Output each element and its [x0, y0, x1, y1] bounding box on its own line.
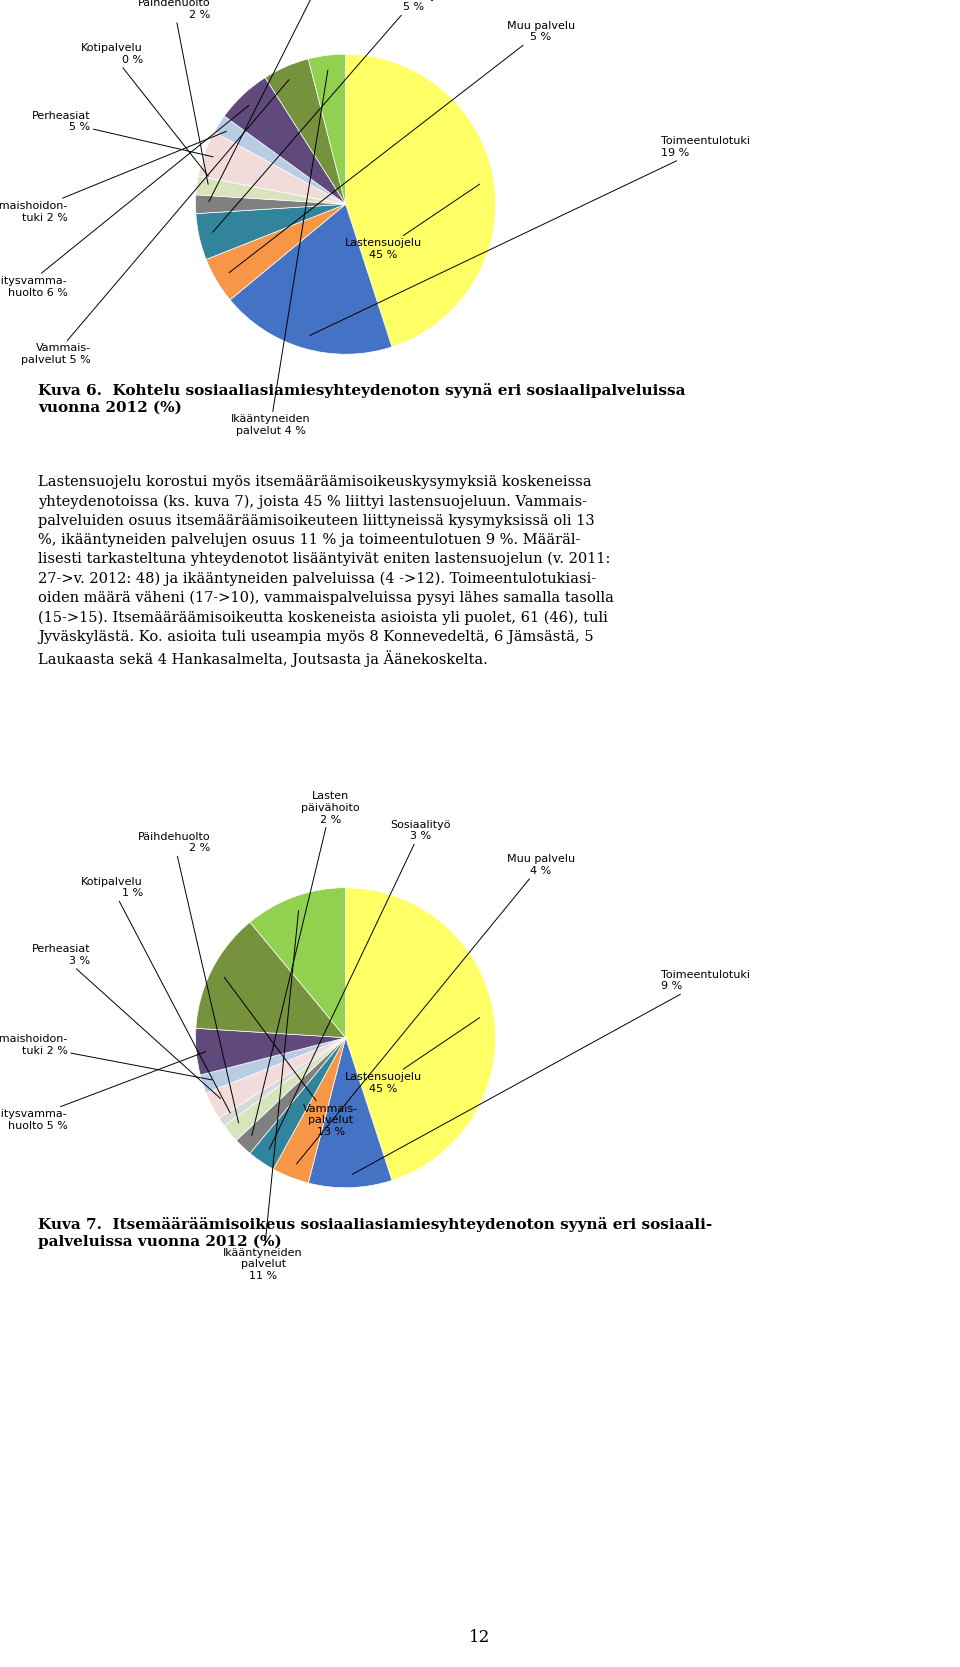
- Text: Toimeentulotuki
9 %: Toimeentulotuki 9 %: [352, 970, 750, 1174]
- Text: Kehitysvamma-
huolto 5 %: Kehitysvamma- huolto 5 %: [0, 1052, 205, 1130]
- Text: Muu palvelu
4 %: Muu palvelu 4 %: [297, 855, 575, 1164]
- Wedge shape: [308, 1037, 392, 1187]
- Wedge shape: [308, 55, 346, 205]
- Text: Omaishoidon-
tuki 2 %: Omaishoidon- tuki 2 %: [0, 132, 227, 222]
- Text: Ikääntyneiden
palvelut 4 %: Ikääntyneiden palvelut 4 %: [230, 70, 328, 435]
- Wedge shape: [198, 177, 346, 205]
- Wedge shape: [225, 1037, 346, 1140]
- Wedge shape: [196, 922, 346, 1037]
- Text: Päihdehuolto
2 %: Päihdehuolto 2 %: [138, 832, 239, 1124]
- Text: Sosiaalityö
3 %: Sosiaalityö 3 %: [269, 820, 451, 1149]
- Wedge shape: [250, 1037, 346, 1169]
- Text: Lasten
päivähoito
2 %: Lasten päivähoito 2 %: [209, 0, 352, 202]
- Text: Sosiaalityö
5 %: Sosiaalityö 5 %: [213, 0, 444, 232]
- Wedge shape: [196, 195, 346, 213]
- Text: Lasten
päivähoito
2 %: Lasten päivähoito 2 %: [252, 792, 360, 1135]
- Text: Lastensuojelu
45 %: Lastensuojelu 45 %: [345, 183, 480, 260]
- Text: Kotipalvelu
0 %: Kotipalvelu 0 %: [82, 43, 208, 177]
- Wedge shape: [206, 1037, 346, 1119]
- Text: Kehitysvamma-
huolto 6 %: Kehitysvamma- huolto 6 %: [0, 105, 249, 297]
- Wedge shape: [230, 205, 392, 353]
- Wedge shape: [196, 177, 346, 205]
- Wedge shape: [346, 887, 495, 1180]
- Wedge shape: [201, 1037, 346, 1094]
- Text: Kotipalvelu
1 %: Kotipalvelu 1 %: [82, 877, 230, 1114]
- Wedge shape: [206, 205, 346, 300]
- Text: Kuva 6.  Kohtelu sosiaaliasiamiesyhteydenoton syynä eri sosiaalipalveluissa
vuon: Kuva 6. Kohtelu sosiaaliasiamiesyhteyden…: [38, 383, 685, 415]
- Wedge shape: [196, 1029, 346, 1075]
- Wedge shape: [265, 58, 346, 205]
- Text: 12: 12: [469, 1629, 491, 1647]
- Wedge shape: [250, 887, 346, 1037]
- Wedge shape: [214, 117, 346, 205]
- Text: Ikääntyneiden
palvelut
11 %: Ikääntyneiden palvelut 11 %: [224, 910, 303, 1280]
- Wedge shape: [346, 55, 495, 347]
- Wedge shape: [274, 1037, 346, 1184]
- Text: Vammais-
palvelut
13 %: Vammais- palvelut 13 %: [225, 977, 358, 1137]
- Text: Kuva 7.  Itsemääräämisoikeus sosiaaliasiamiesyhteydenoton syynä eri sosiaali-
pa: Kuva 7. Itsemääräämisoikeus sosiaaliasia…: [38, 1217, 712, 1249]
- Text: Omaishoidon-
tuki 2 %: Omaishoidon- tuki 2 %: [0, 1035, 211, 1080]
- Text: Lastensuojelu
45 %: Lastensuojelu 45 %: [345, 1017, 480, 1094]
- Wedge shape: [219, 1037, 346, 1125]
- Text: Perheasiat
5 %: Perheasiat 5 %: [32, 112, 213, 157]
- Text: Perheasiat
3 %: Perheasiat 3 %: [32, 945, 221, 1099]
- Wedge shape: [196, 205, 346, 260]
- Text: Muu palvelu
5 %: Muu palvelu 5 %: [229, 22, 575, 273]
- Wedge shape: [236, 1037, 346, 1154]
- Text: Vammais-
palvelut 5 %: Vammais- palvelut 5 %: [21, 80, 289, 365]
- Text: Lastensuojelu korostui myös itsemääräämisoikeuskysymyksiä koskeneissa
yhteydenot: Lastensuojelu korostui myös itsemääräämi…: [38, 475, 614, 667]
- Wedge shape: [198, 132, 346, 205]
- Wedge shape: [225, 78, 346, 205]
- Text: Toimeentulotuki
19 %: Toimeentulotuki 19 %: [309, 137, 750, 335]
- Text: Päihdehuolto
2 %: Päihdehuolto 2 %: [138, 0, 210, 183]
